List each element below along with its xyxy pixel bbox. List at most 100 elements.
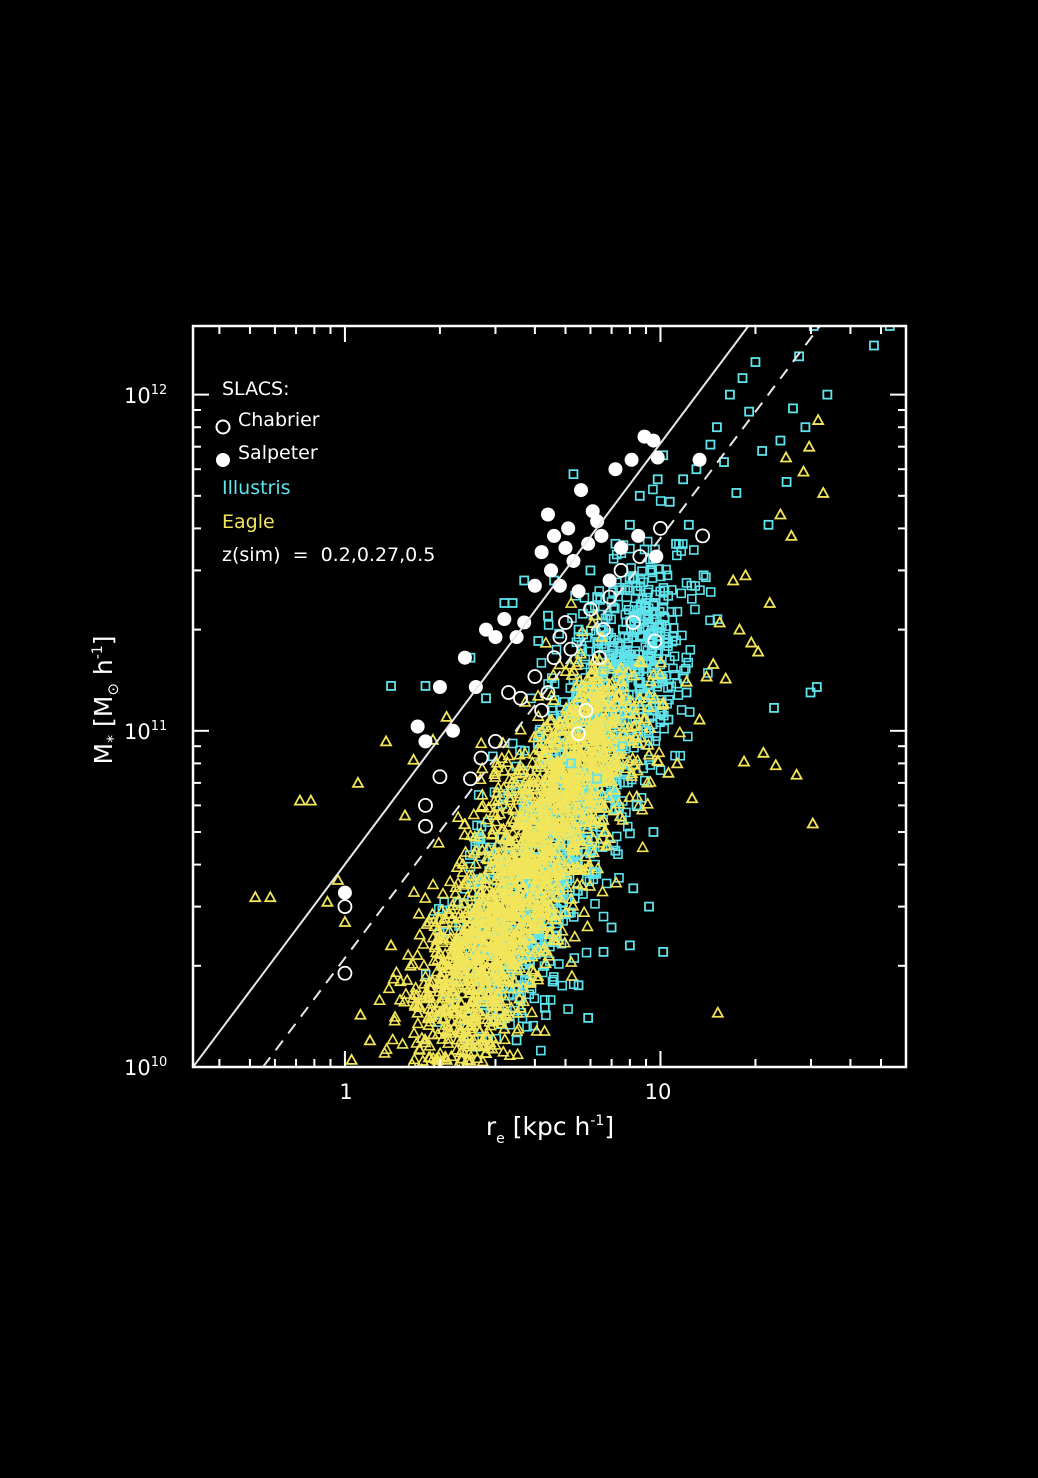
illustris-point [533,636,544,646]
illustris-cloud-point [543,620,554,630]
eagle-cloud-point [455,986,469,999]
eagle-cloud-point [449,880,463,892]
eagle-cloud-point [440,983,454,996]
salpeter-point [544,563,559,578]
illustris-cloud-point [667,615,678,625]
eagle-cloud-point [444,902,458,914]
eagle-cloud-point [527,730,541,743]
illustris-cloud-point [677,539,688,549]
salpeter-point [646,433,661,448]
eagle-cloud-point [457,956,471,969]
eagle-cloud-point [487,823,500,835]
eagle-point [618,719,632,732]
eagle-cloud-point [570,860,584,873]
eagle-cloud-point [543,754,557,766]
eagle-cloud-point [484,891,498,904]
chabrier-point [488,734,503,749]
eagle-cloud-point [432,1066,434,1067]
eagle-cloud-point [625,769,638,781]
eagle-point [773,507,787,520]
eagle-cloud-point [559,792,573,804]
illustris-cloud-point [545,995,556,1005]
eagle-cloud-point [449,970,462,983]
chabrier-point [534,703,549,718]
eagle-cloud-point [484,860,498,872]
illustris-cloud-point [661,564,671,575]
eagle-cloud-point [531,972,545,985]
eagle-cloud-point [487,918,501,931]
eagle-cloud-point [524,833,537,846]
eagle-cloud-point [456,1012,470,1024]
eagle-cloud-point [512,1022,525,1034]
eagle-point [700,669,714,682]
eagle-cloud-point [445,974,459,987]
eagle-cloud-point [453,855,467,867]
eagle-cloud-point [537,720,551,733]
eagle-cloud-point [507,973,521,986]
illustris-cloud-point [650,589,661,600]
eagle-cloud-point [411,1016,425,1029]
illustris-point [683,519,694,530]
eagle-cloud-point [582,673,596,686]
eagle-cloud-point [575,814,589,827]
eagle-cloud-point [509,930,523,942]
eagle-cloud-point [653,667,667,680]
eagle-cloud-point [513,748,526,760]
eagle-cloud-point [485,1003,499,1016]
illustris-cloud-point [598,911,609,922]
eagle-cloud-point [498,1032,512,1045]
eagle-cloud-point [601,838,615,850]
eagle-cloud-point [581,750,595,763]
eagle-cloud-point [500,933,514,945]
eagle-cloud-point [606,760,619,772]
eagle-cloud-point [463,1070,473,1079]
dense-point-cloud [373,484,723,1113]
eagle-point [440,1053,454,1065]
illustris-cloud-point [655,496,666,506]
chabrier-point [653,521,668,536]
eagle-cloud-point [378,1046,391,1058]
eagle-point [648,691,662,704]
eagle-point [737,754,751,767]
eagle-point [661,765,675,778]
eagle-cloud-point [526,756,539,768]
eagle-cloud-point [536,818,549,831]
eagle-cloud-point [501,838,515,851]
eagle-cloud-point [574,749,587,761]
eagle-point [479,1046,493,1058]
eagle-cloud-point [410,988,424,1000]
eagle-cloud-point [456,1104,466,1113]
illustris-point [590,867,600,877]
eagle-cloud-point [511,922,525,934]
illustris-point [511,1035,522,1046]
illustris-point [602,610,613,621]
eagle-cloud-point [552,761,566,773]
eagle-cloud-point [489,1085,499,1094]
illustris-cloud-point [642,536,653,547]
chabrier-point [602,589,618,605]
salpeter-point [540,507,555,522]
eagle-cloud-point [452,1022,465,1035]
eagle-cloud-point [534,760,548,772]
salpeter-point [457,650,472,665]
illustris-cloud-point [569,912,579,922]
eagle-cloud-point [545,790,559,802]
eagle-cloud-point [569,834,582,846]
eagle-cloud-point [515,793,529,805]
eagle-cloud-point [412,907,426,919]
eagle-cloud-point [623,790,636,802]
illustris-cloud-point [580,659,590,670]
illustris-point [641,598,651,608]
illustris-point [884,326,895,331]
chabrier-point [563,641,579,657]
chabrier-point [540,685,556,700]
illustris-point [788,403,798,414]
eagle-cloud-point [538,872,551,885]
y-tick-label-1e12: 1012 [124,383,167,408]
eagle-cloud-point [484,966,497,978]
eagle-cloud-point [493,1013,507,1026]
eagle-cloud-point [525,962,539,975]
eagle-cloud-point [518,783,532,795]
eagle-cloud-point [475,843,489,855]
eagle-cloud-point [633,698,647,711]
